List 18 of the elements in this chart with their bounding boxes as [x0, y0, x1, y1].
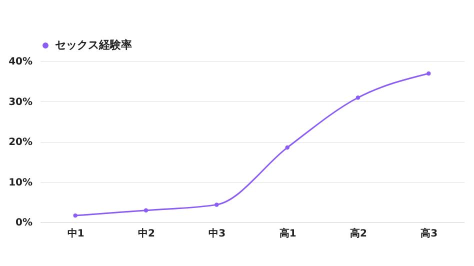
- point: [214, 202, 219, 207]
- point: [73, 213, 78, 218]
- y-tick-label: 40%: [8, 56, 32, 68]
- x-tick-label: 中2: [138, 228, 156, 240]
- legend-label: セックス経験率: [55, 38, 132, 52]
- point: [144, 208, 148, 212]
- y-tick-label: 20%: [8, 137, 32, 148]
- x-tick-label: 中3: [208, 228, 226, 240]
- point: [285, 145, 290, 150]
- point: [356, 96, 360, 100]
- y-tick-label: 10%: [8, 177, 32, 188]
- y-tick-label: 30%: [8, 96, 32, 108]
- point: [426, 71, 431, 76]
- y-tick-label: 0%: [16, 218, 32, 228]
- x-tick-label: 高1: [279, 228, 296, 240]
- x-tick-label: 高3: [420, 228, 438, 240]
- x-tick-label: 中1: [67, 228, 84, 240]
- x-tick-label: 高2: [350, 228, 368, 240]
